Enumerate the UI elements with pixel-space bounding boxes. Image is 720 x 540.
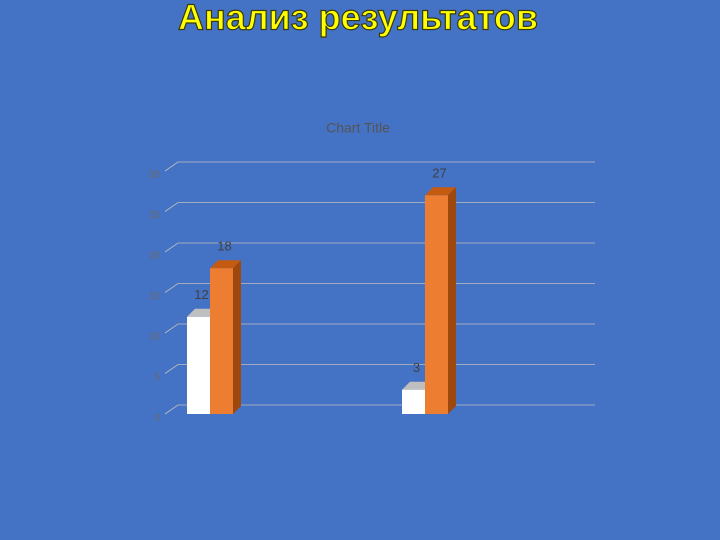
data-label: 27	[432, 166, 446, 181]
y-tick-label: 30	[149, 170, 161, 181]
data-label: 12	[194, 287, 208, 302]
bar	[402, 389, 425, 414]
bar-top	[425, 187, 456, 196]
data-label: 3	[413, 360, 420, 375]
y-tick-label: 5	[154, 372, 160, 383]
y-tick-label: 0	[154, 413, 160, 424]
bar	[210, 268, 233, 414]
data-label: 18	[217, 239, 231, 254]
bar-side	[448, 187, 456, 414]
bar-side	[233, 260, 241, 414]
bar-top	[210, 260, 241, 269]
y-tick-label: 15	[149, 291, 161, 302]
grid-line	[164, 161, 595, 172]
chart-title: Chart Title	[326, 120, 390, 136]
y-tick-label: 25	[149, 210, 161, 221]
y-tick-label: 10	[149, 332, 161, 343]
bar	[187, 316, 210, 414]
y-tick-label: 20	[149, 251, 161, 262]
bar	[425, 195, 448, 414]
slide-title: Анализ результатов	[178, 0, 538, 38]
